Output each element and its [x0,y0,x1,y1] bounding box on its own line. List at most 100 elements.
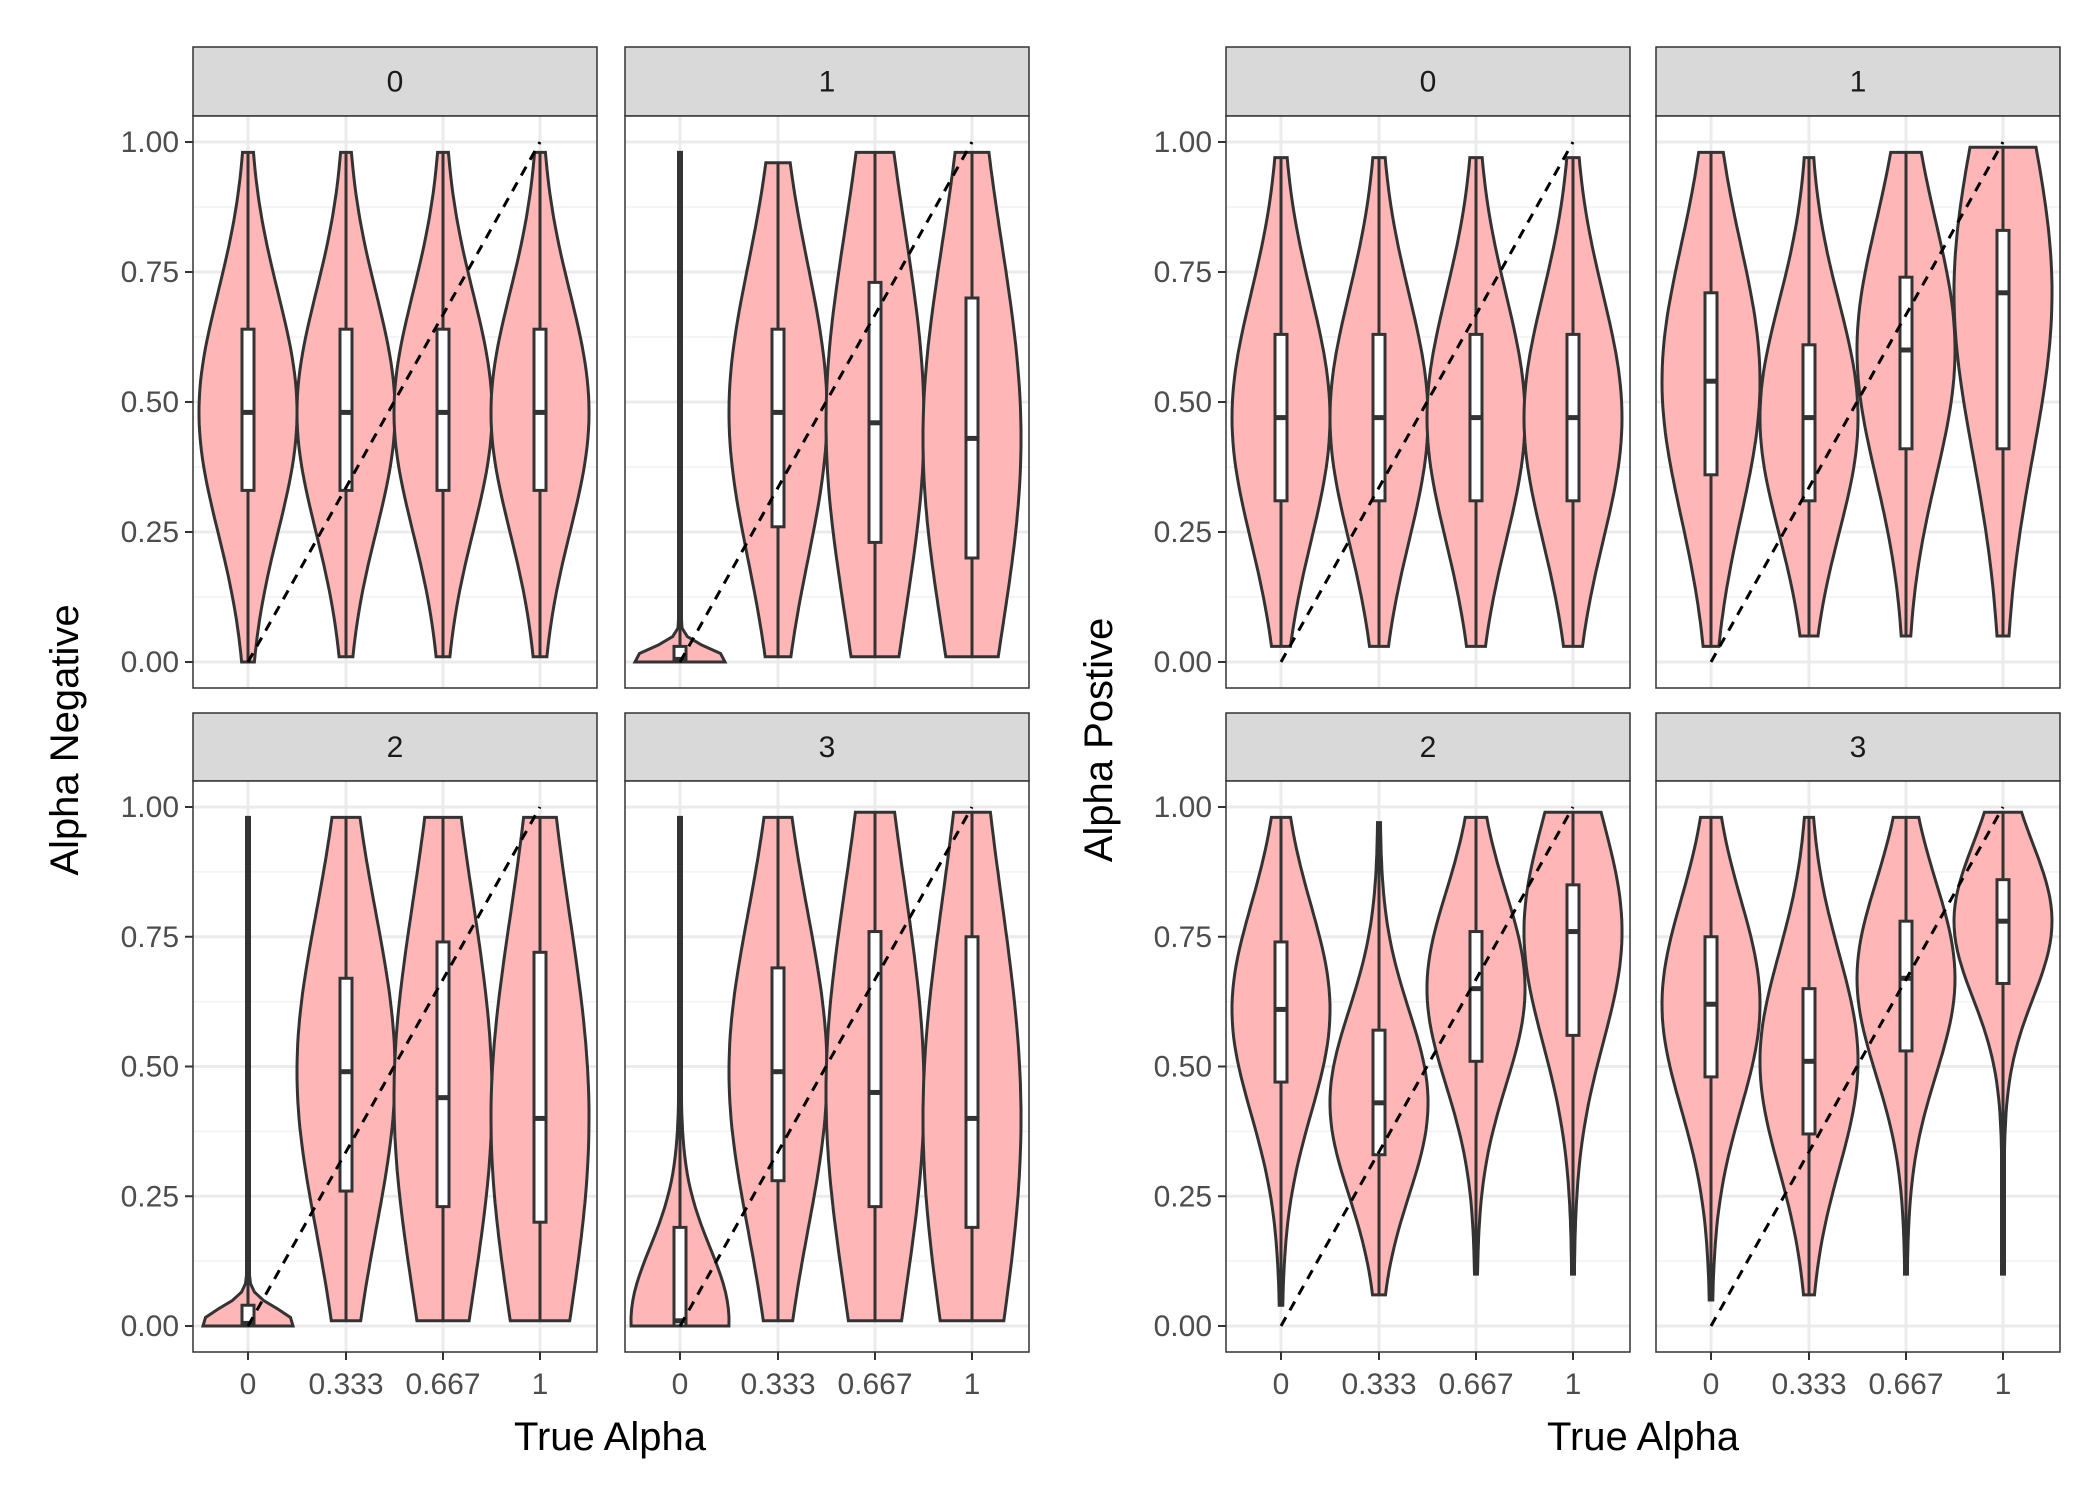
facet-panel-negative-1: 1 [624,46,1030,689]
y-tick-label: 0.50 [121,386,179,419]
y-tick-label: 0.75 [1154,921,1212,954]
x-tick-label: 1 [964,1368,981,1401]
y-tick-label: 0.25 [1154,1180,1212,1213]
y-tick-label: 0.00 [121,646,179,679]
box-iqr [1703,935,1719,1079]
x-tick-label: 0.667 [1438,1368,1513,1401]
x-tick-label: 0.667 [405,1368,480,1401]
box-iqr [1371,1028,1387,1157]
box-iqr [1898,275,1914,451]
x-tick-label: 0 [1703,1368,1720,1401]
box-iqr [1565,883,1581,1037]
x-tick-label: 0 [240,1368,257,1401]
reference-line [1709,141,2005,663]
box-iqr [964,296,980,560]
y-tick-label: 0.50 [121,1051,179,1084]
facet-strip-label: 0 [1420,66,1437,99]
facet-strip [192,46,598,117]
y-tick-label: 0.50 [1154,386,1212,419]
y-tick-label: 0.25 [121,1180,179,1213]
box-iqr [1273,940,1289,1084]
y-tick-label: 0.00 [1154,646,1212,679]
y-tick-label: 0.25 [121,516,179,549]
reference-line [246,141,542,663]
x-tick-label: 0.333 [740,1368,815,1401]
x-tick-label: 0.333 [1341,1368,1416,1401]
box-iqr [770,327,786,529]
y-tick-label: 1.00 [1154,126,1212,159]
facet-panel-negative-0: 0 0.00 0.25 0.50 0.75 1.00 [121,46,598,689]
y-tick-label: 0.00 [1154,1310,1212,1343]
reference-line [1279,141,1575,663]
panel-border [1655,115,2061,689]
facet-panel-positive-0: 0 0.00 0.25 0.50 0.75 1.00 [1154,46,1631,689]
facet-strip-label: 2 [1420,731,1437,764]
box-iqr [435,940,451,1209]
box-iqr [1898,919,1914,1053]
reference-line [678,141,974,663]
x-tick-label: 0.667 [1868,1368,1943,1401]
x-tick-label: 0.667 [837,1368,912,1401]
box-iqr [672,1225,688,1328]
left-x-axis-title: True Alpha [514,1415,707,1459]
x-tick-label: 0 [1273,1368,1290,1401]
box-iqr [1995,228,2011,451]
facet-strip-label: 1 [819,66,836,99]
x-tick-label: 1 [1995,1368,2012,1401]
facet-panel-negative-2: 2 0.00 0.25 0.50 0.75 1.00 0 0.333 0.667 1 [121,712,598,1401]
facet-strip-label: 1 [1850,66,1867,99]
box-iqr [435,327,451,492]
y-tick-label: 1.00 [121,791,179,824]
panel-border [624,115,1030,689]
box-iqr [1468,930,1484,1063]
facet-strip [192,712,598,782]
reference-line [678,806,974,1327]
facet-strip [624,46,1030,117]
y-tick-label: 0.75 [121,256,179,289]
facet-strip-label: 0 [387,66,404,99]
panel-border [1655,780,2061,1353]
y-tick-label: 1.00 [121,126,179,159]
box-iqr [240,327,256,492]
x-tick-label: 1 [532,1368,549,1401]
box-iqr [1995,878,2011,985]
facet-strip-label: 2 [387,731,404,764]
y-tick-label: 0.75 [121,921,179,954]
reference-line [1279,806,1575,1327]
facet-panel-positive-3: 3 0 0.333 0.667 1 [1655,712,2061,1401]
box-iqr [770,966,786,1183]
x-tick-label: 1 [1565,1368,1582,1401]
facet-strip [624,712,1030,782]
reference-line [1709,806,2005,1327]
y-tick-label: 0.25 [1154,516,1212,549]
box-iqr [338,976,354,1193]
box-iqr [1801,343,1817,503]
box-iqr [532,327,548,492]
box-iqr [338,327,354,492]
facet-strip [1225,46,1631,117]
box-iqr [964,935,980,1229]
right-y-axis-title: Alpha Postive [1077,618,1121,863]
x-tick-label: 0.333 [1771,1368,1846,1401]
y-tick-label: 0.50 [1154,1051,1212,1084]
facet-panel-positive-2: 2 0.00 0.25 0.50 0.75 1.00 0 0.333 0.667 1 [1154,712,1631,1401]
facet-strip-label: 3 [1850,731,1867,764]
facet-strip [1225,712,1631,782]
box-iqr [1703,291,1719,477]
box-iqr [532,950,548,1224]
facet-strip-label: 3 [819,731,836,764]
box-iqr [867,280,883,544]
facet-panel-negative-3: 3 0 0.333 0.667 1 [624,712,1030,1401]
y-tick-label: 1.00 [1154,791,1212,824]
y-tick-label: 0.00 [121,1310,179,1343]
left-y-axis-title: Alpha Negative [43,604,87,875]
x-tick-label: 0.333 [308,1368,383,1401]
box-iqr [867,930,883,1209]
y-tick-label: 0.75 [1154,256,1212,289]
reference-line [246,806,542,1327]
right-x-axis-title: True Alpha [1547,1415,1740,1459]
facet-panel-positive-1: 1 [1655,46,2061,689]
facet-strip [1655,712,2061,782]
x-tick-label: 0 [672,1368,689,1401]
